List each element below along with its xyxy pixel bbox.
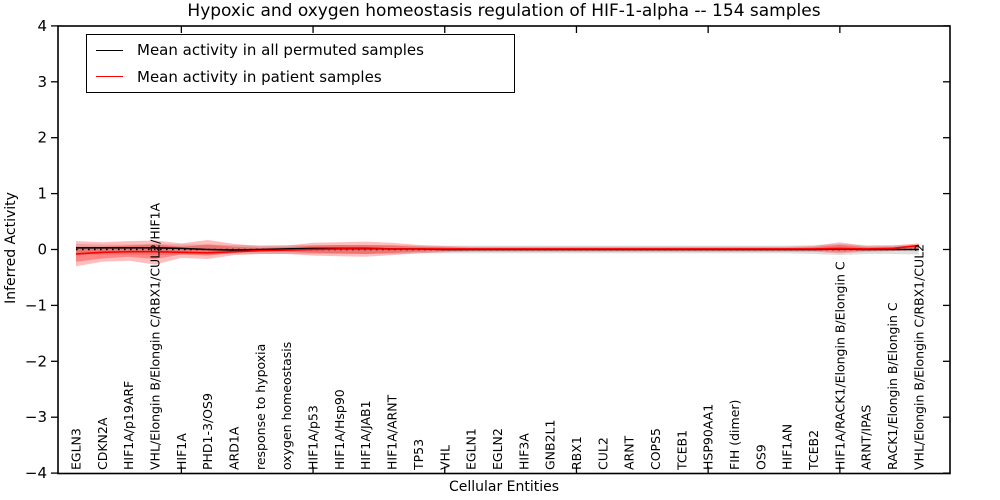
x-tick-label: TP53 xyxy=(411,439,426,471)
x-tick-label: EGLN3 xyxy=(69,428,84,470)
x-tick-label: EGLN2 xyxy=(490,428,505,470)
x-tick-label: EGLN1 xyxy=(464,428,479,470)
y-tick-label: 0 xyxy=(37,241,47,259)
x-tick-label: OS9 xyxy=(753,444,768,470)
x-tick-label: VHL/Elongin B/Elongin C/RBX1/CUL2/HIF1A xyxy=(148,202,163,470)
x-tick-label: GNB2L1 xyxy=(543,420,558,470)
y-tick-label: 4 xyxy=(37,17,47,35)
x-tick-label: HIF1A xyxy=(174,433,189,470)
legend: Mean activity in all permuted samples Mea… xyxy=(86,34,515,93)
mean-activity-in-patient-samples-line xyxy=(75,244,919,255)
x-tick-label: COPS5 xyxy=(648,428,663,470)
legend-item-label: Mean activity in all permuted samples xyxy=(137,41,424,60)
x-tick-label: VHL/Elongin B/Elongin C/RBX1/CUL2 xyxy=(911,244,926,470)
x-tick-label: ARNT/IPAS xyxy=(859,405,874,470)
x-tick-label: CDKN2A xyxy=(95,417,110,470)
y-tick-label: −1 xyxy=(25,296,47,314)
x-tick-label: HIF1A/Hsp90 xyxy=(332,389,347,470)
x-tick-label: PHD1-3/OS9 xyxy=(200,393,215,470)
y-tick-label: −2 xyxy=(25,352,47,370)
y-axis-label: Inferred Activity xyxy=(3,192,19,304)
x-tick-label: CUL2 xyxy=(595,437,610,470)
x-tick-label: ARD1A xyxy=(227,426,242,470)
x-tick-label: oxygen homeostasis xyxy=(279,342,294,470)
y-tick-label: −4 xyxy=(25,464,47,482)
x-tick-label: HIF1A/JAB1 xyxy=(358,400,373,470)
x-tick-label: HIF1A/ARNT xyxy=(385,394,400,470)
x-tick-label: HIF1A/p19ARF xyxy=(121,381,136,470)
x-tick-label: FIH (dimer) xyxy=(727,400,742,470)
x-tick-label: HSP90AA1 xyxy=(701,404,716,470)
legend-item-label: Mean activity in patient samples xyxy=(137,67,382,86)
y-tick-label: 1 xyxy=(37,185,47,203)
x-tick-label: ARNT xyxy=(622,435,637,470)
chart-title: Hypoxic and oxygen homeostasis regulatio… xyxy=(187,1,821,21)
y-tick-label: 3 xyxy=(37,73,47,91)
band-patient-samples-range-outer xyxy=(76,239,919,267)
x-axis-label: Cellular Entities xyxy=(448,479,560,495)
legend-line-sample xyxy=(96,76,123,78)
legend-item: Mean activity in patient samples xyxy=(96,64,514,90)
x-tick-label: RACK1/Elongin B/Elongin C xyxy=(885,302,900,470)
legend-item: Mean activity in all permuted samples xyxy=(96,37,514,63)
x-tick-label: HIF1A/p53 xyxy=(306,405,321,470)
legend-line-sample xyxy=(96,49,123,51)
x-tick-label: VHL xyxy=(437,445,452,470)
x-tick-label: RBX1 xyxy=(569,436,584,470)
x-tick-label: HIF3A xyxy=(516,433,531,470)
y-tick-label: −3 xyxy=(25,408,47,426)
x-tick-label: TCEB2 xyxy=(806,430,821,471)
x-tick-label: TCEB1 xyxy=(674,430,689,471)
x-tick-label: HIF1AN xyxy=(780,424,795,470)
x-tick-label: HIF1A/RACK1/Elongin B/Elongin C xyxy=(832,261,847,470)
y-tick-label: 2 xyxy=(37,129,47,147)
x-tick-label: response to hypoxia xyxy=(253,344,268,470)
